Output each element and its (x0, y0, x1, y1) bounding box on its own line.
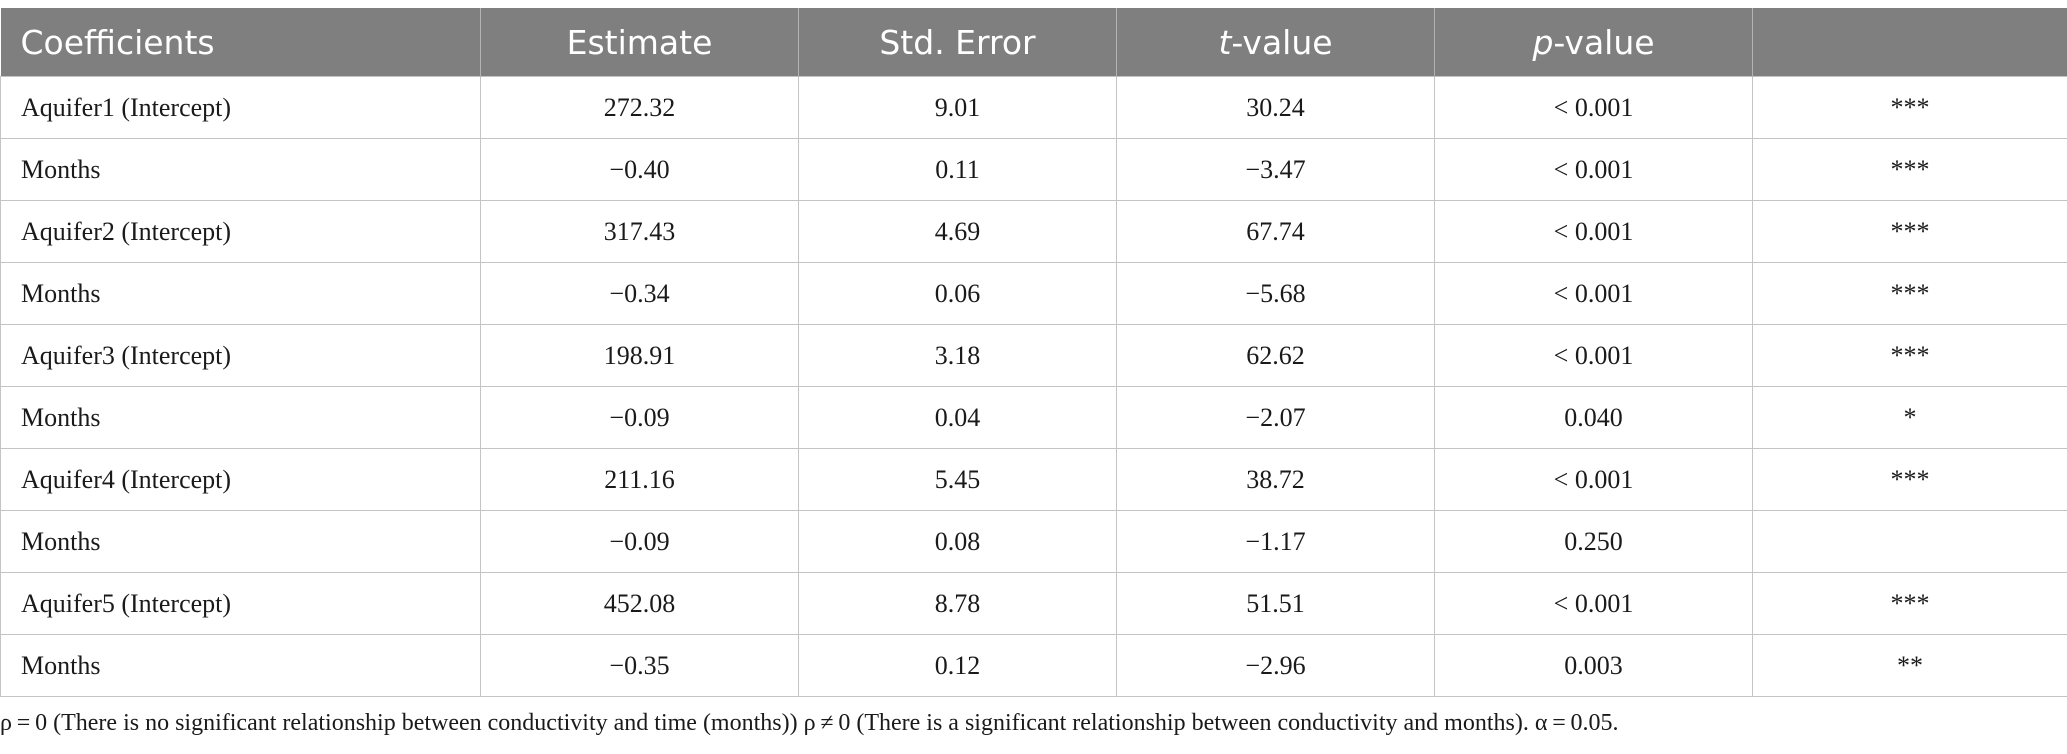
estimate-cell: −0.09 (480, 386, 799, 449)
t-value-cell: −3.47 (1116, 138, 1435, 201)
header-text: -value (1553, 22, 1655, 62)
significance-cell: * (1752, 386, 2067, 449)
p-value-cell: < 0.001 (1434, 448, 1753, 511)
header-text: -value (1231, 22, 1333, 62)
table-row: Aquifer1 (Intercept) 272.32 9.01 30.24 < 0.0… (0, 76, 2067, 139)
significance-cell: *** (1752, 138, 2067, 201)
estimate-cell: 317.43 (480, 200, 799, 263)
header-text: Estimate (566, 22, 713, 62)
significance-cell: *** (1752, 262, 2067, 325)
coefficient-cell: Months (0, 138, 481, 201)
estimate-cell: −0.09 (480, 510, 799, 573)
p-value-cell: < 0.001 (1434, 200, 1753, 263)
t-value-cell: −2.07 (1116, 386, 1435, 449)
std-error-cell: 0.04 (798, 386, 1117, 449)
coefficient-cell: Months (0, 262, 481, 325)
header-italic-symbol: p (1532, 22, 1554, 62)
std-error-cell: 8.78 (798, 572, 1117, 635)
significance-header (1752, 8, 2067, 77)
p-value-cell: < 0.001 (1434, 76, 1753, 139)
p-value-cell: 0.250 (1434, 510, 1753, 573)
std-error-cell: 0.06 (798, 262, 1117, 325)
std-error-cell: 0.08 (798, 510, 1117, 573)
p-value-cell: < 0.001 (1434, 572, 1753, 635)
t-value-cell: 67.74 (1116, 200, 1435, 263)
significance-cell: *** (1752, 324, 2067, 387)
table-row: Months −0.09 0.04 −2.07 0.040 * (0, 386, 2067, 449)
p-value-cell: < 0.001 (1434, 262, 1753, 325)
table-footnote: ρ = 0 (There is no significant relations… (0, 710, 1619, 736)
std-error-header: Std. Error (798, 8, 1117, 77)
coefficient-cell: Aquifer1 (Intercept) (0, 76, 481, 139)
p-value-cell: 0.003 (1434, 634, 1753, 697)
table-body: Aquifer1 (Intercept) 272.32 9.01 30.24 < 0.0… (0, 76, 2067, 697)
t-value-cell: −1.17 (1116, 510, 1435, 573)
coefficient-cell: Aquifer4 (Intercept) (0, 448, 481, 511)
estimate-header: Estimate (480, 8, 799, 77)
coefficient-cell: Aquifer3 (Intercept) (0, 324, 481, 387)
t-value-cell: 38.72 (1116, 448, 1435, 511)
p-value-cell: 0.040 (1434, 386, 1753, 449)
coefficient-cell: Months (0, 386, 481, 449)
t-value-cell: −5.68 (1116, 262, 1435, 325)
table-row: Months −0.09 0.08 −1.17 0.250 (0, 510, 2067, 573)
estimate-cell: 452.08 (480, 572, 799, 635)
estimate-cell: 272.32 (480, 76, 799, 139)
std-error-cell: 3.18 (798, 324, 1117, 387)
estimate-cell: −0.34 (480, 262, 799, 325)
header-text: Coefficients (20, 22, 215, 62)
table-row: Aquifer3 (Intercept) 198.91 3.18 62.62 < 0.0… (0, 324, 2067, 387)
table-row: Aquifer2 (Intercept) 317.43 4.69 67.74 < 0.0… (0, 200, 2067, 263)
coefficient-cell: Aquifer5 (Intercept) (0, 572, 481, 635)
estimate-cell: 211.16 (480, 448, 799, 511)
significance-cell: *** (1752, 572, 2067, 635)
regression-table-container: Coefficients Estimate Std. Error t-value p-v… (0, 8, 2067, 697)
t-value-cell: 51.51 (1116, 572, 1435, 635)
p-value-cell: < 0.001 (1434, 324, 1753, 387)
t-value-cell: 62.62 (1116, 324, 1435, 387)
significance-cell: *** (1752, 200, 2067, 263)
std-error-cell: 4.69 (798, 200, 1117, 263)
estimate-cell: 198.91 (480, 324, 799, 387)
estimate-cell: −0.40 (480, 138, 799, 201)
significance-cell: *** (1752, 76, 2067, 139)
coefficient-cell: Months (0, 510, 481, 573)
table-row: Aquifer4 (Intercept) 211.16 5.45 38.72 < 0.0… (0, 448, 2067, 511)
t-value-cell: 30.24 (1116, 76, 1435, 139)
table-row: Aquifer5 (Intercept) 452.08 8.78 51.51 < 0.0… (0, 572, 2067, 635)
header-text: Std. Error (879, 22, 1036, 62)
table-row: Months −0.35 0.12 −2.96 0.003 ** (0, 634, 2067, 697)
t-value-cell: −2.96 (1116, 634, 1435, 697)
header-italic-symbol: t (1218, 22, 1232, 62)
table-row: Months −0.34 0.06 −5.68 < 0.001 *** (0, 262, 2067, 325)
significance-cell: *** (1752, 448, 2067, 511)
coefficient-cell: Aquifer2 (Intercept) (0, 200, 481, 263)
std-error-cell: 0.11 (798, 138, 1117, 201)
t-value-header: t-value (1116, 8, 1435, 77)
coefficients-header: Coefficients (0, 8, 481, 77)
table-row: Months −0.40 0.11 −3.47 < 0.001 *** (0, 138, 2067, 201)
p-value-header: p-value (1434, 8, 1753, 77)
p-value-cell: < 0.001 (1434, 138, 1753, 201)
std-error-cell: 0.12 (798, 634, 1117, 697)
estimate-cell: −0.35 (480, 634, 799, 697)
regression-coefficients-table: Coefficients Estimate Std. Error t-value p-v… (0, 8, 2067, 697)
std-error-cell: 9.01 (798, 76, 1117, 139)
coefficient-cell: Months (0, 634, 481, 697)
std-error-cell: 5.45 (798, 448, 1117, 511)
significance-cell: ** (1752, 634, 2067, 697)
significance-cell (1752, 510, 2067, 573)
table-header-row: Coefficients Estimate Std. Error t-value p-v… (0, 8, 2067, 77)
